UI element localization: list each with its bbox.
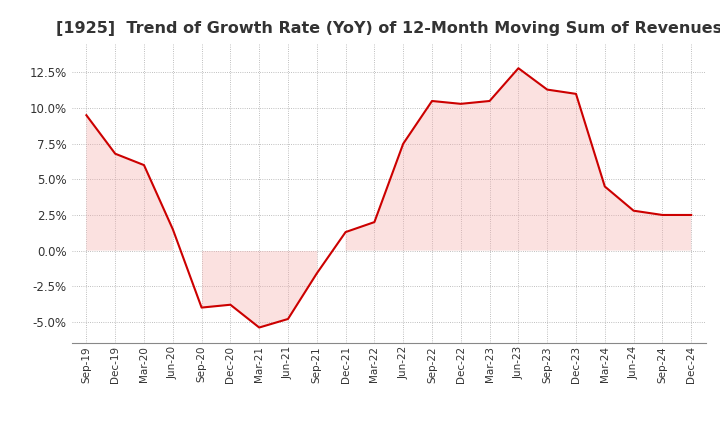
Title: [1925]  Trend of Growth Rate (YoY) of 12-Month Moving Sum of Revenues: [1925] Trend of Growth Rate (YoY) of 12-… (55, 21, 720, 36)
